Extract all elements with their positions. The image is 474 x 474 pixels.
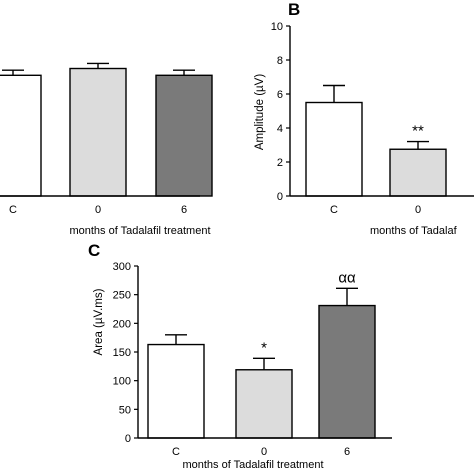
y-tick-label: 100: [113, 376, 131, 388]
bar-C: [0, 74, 42, 197]
significance-annotation: **: [412, 123, 424, 140]
y-tick-label: 0: [277, 191, 283, 203]
x-tick-label: C: [9, 204, 17, 216]
bar-C: [305, 101, 363, 197]
x-tick-label: 0: [95, 204, 101, 216]
panel-c-ylabel: Area (µV.ms): [93, 288, 105, 355]
panel-a-xlabel: months of Tadalafil treatment: [69, 225, 210, 237]
bar-0: [389, 148, 447, 197]
panel-b-marks: 0 2 4 6 8 10 C 0 **: [271, 21, 447, 216]
y-tick-label: 150: [113, 347, 131, 359]
panel-a: C 0 6 months of Tadalafil treatment: [0, 62, 213, 237]
panel-b-label: B: [288, 0, 300, 19]
y-tick-label: 4: [277, 123, 283, 135]
x-tick-label: 6: [181, 204, 187, 216]
bar-C: [147, 343, 205, 439]
y-tick-label: 250: [113, 290, 131, 302]
panel-c-label: C: [88, 241, 100, 260]
significance-annotation: *: [261, 339, 267, 356]
panel-a-marks: C 0 6: [0, 62, 213, 216]
panel-b-ylabel: Amplitude (µV): [254, 74, 266, 150]
x-tick-label: C: [330, 204, 338, 216]
bar-6: [155, 74, 213, 197]
y-tick-label: 0: [125, 433, 131, 445]
y-tick-label: 200: [113, 318, 131, 330]
panel-b: B Amplitude (µV) 0 2 4 6 8 10 C 0 ** months of T…: [254, 0, 474, 237]
bar-0: [69, 67, 127, 197]
y-tick-label: 8: [277, 55, 283, 67]
x-tick-label: 6: [344, 446, 350, 458]
y-tick-label: 6: [277, 89, 283, 101]
significance-annotation: αα: [338, 269, 356, 286]
y-tick-label: 50: [119, 404, 131, 416]
panel-b-xlabel: months of Tadalaf: [370, 225, 458, 237]
panel-c-xlabel: months of Tadalafil treatment: [182, 459, 323, 471]
y-tick-label: 300: [113, 261, 131, 273]
x-tick-label: C: [172, 446, 180, 458]
bar-0: [235, 369, 293, 439]
y-tick-label: 2: [277, 157, 283, 169]
x-tick-label: 0: [261, 446, 267, 458]
panel-c-marks: 0 50 100 150 200 250 300 C 0 * 6 αα: [113, 261, 376, 458]
bar-6: [318, 304, 376, 439]
y-tick-label: 10: [271, 21, 283, 33]
x-tick-label: 0: [415, 204, 421, 216]
